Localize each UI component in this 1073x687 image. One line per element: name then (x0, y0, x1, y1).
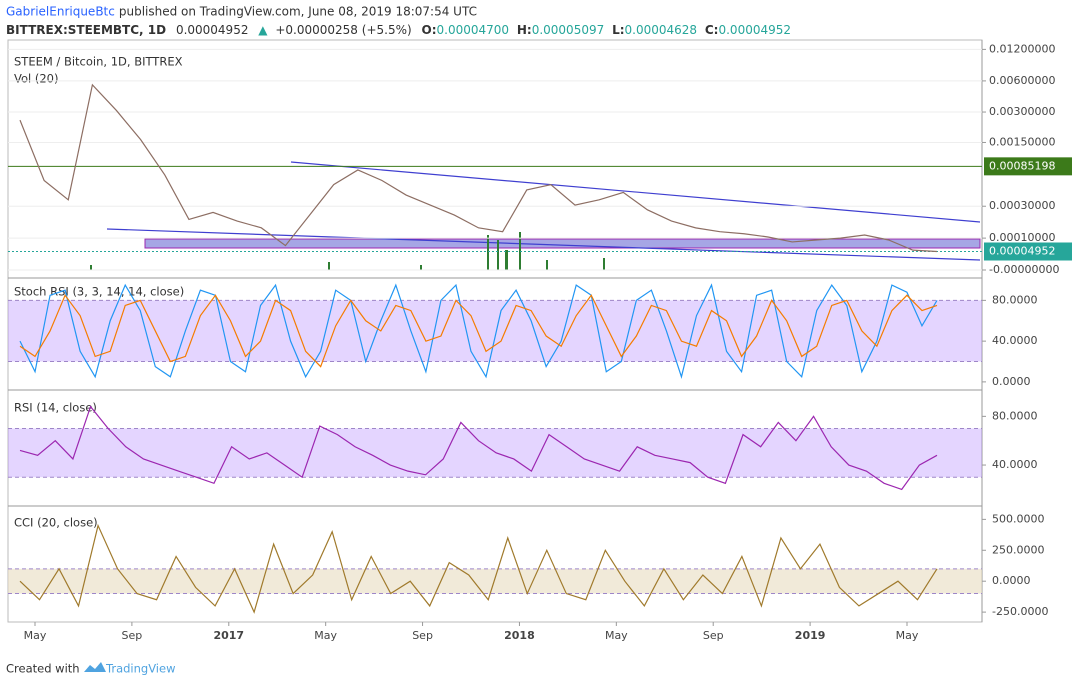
x-tick-label: 2017 (213, 629, 244, 642)
price-pane-title: STEEM / Bitcoin, 1D, BITTREX (14, 55, 183, 69)
y-tick-label: 40.0000 (992, 458, 1038, 471)
low-label: L: (612, 23, 624, 37)
trend-line (290, 161, 981, 223)
support-zone (144, 238, 981, 249)
y-tick-label: 250.0000 (992, 543, 1045, 556)
stoch-line (19, 283, 938, 379)
x-tick-label: 2019 (795, 629, 826, 642)
y-tick-label: 0.00010000 (989, 231, 1055, 244)
close: 0.00004952 (718, 23, 791, 37)
y-tick-label: -0.00000000 (989, 263, 1059, 276)
x-tick-label: 2018 (504, 629, 535, 642)
last: 0.00004952 (176, 23, 249, 37)
price-tag-label: 0.00085198 (989, 159, 1055, 172)
open: 0.00004700 (437, 23, 510, 37)
footer-brand[interactable]: TradingView (105, 662, 175, 676)
rsi-title: RSI (14, close) (14, 401, 97, 415)
cci-title: CCI (20, close) (14, 516, 98, 530)
price-tag-label: 0.00004952 (989, 244, 1055, 257)
band (8, 428, 982, 478)
y-tick-label: 0.00150000 (989, 135, 1055, 148)
y-tick-label: 0.0000 (992, 375, 1031, 388)
y-tick-label: 0.00600000 (989, 74, 1055, 87)
band (8, 300, 982, 362)
y-tick-label: 500.0000 (992, 512, 1045, 525)
band (8, 568, 982, 594)
y-tick-label: 0.00300000 (989, 105, 1055, 118)
x-tick-label: Sep (122, 629, 143, 642)
x-tick-label: Sep (703, 629, 724, 642)
price-tag (984, 157, 1072, 176)
y-tick-label: -250.0000 (992, 605, 1048, 618)
y-tick-label: 80.0000 (992, 293, 1038, 306)
x-tick-label: Sep (412, 629, 433, 642)
cci-line (19, 523, 938, 614)
change: +0.00000258 (+5.5%) (275, 23, 411, 37)
x-tick-label: May (24, 629, 47, 642)
author[interactable]: GabrielEnriqueBtc (6, 5, 115, 19)
low: 0.00004628 (625, 23, 698, 37)
rsi-line (19, 405, 938, 491)
price-tag (984, 242, 1072, 261)
stoch-title: Stoch RSI (3, 3, 14, 14, close) (14, 285, 184, 299)
high-label: H: (517, 23, 532, 37)
y-tick-label: 0.01200000 (989, 42, 1055, 55)
footer-text: Created with (6, 662, 80, 676)
y-tick-label: 0.0000 (992, 574, 1031, 587)
y-tick-label: 80.0000 (992, 409, 1038, 422)
x-tick-label: May (896, 629, 919, 642)
y-tick-label: 0.00030000 (989, 199, 1055, 212)
tv-logo (84, 662, 106, 672)
trend-line (106, 228, 981, 261)
x-tick-label: May (314, 629, 337, 642)
symbol: BITTREX:STEEMBTC, 1D (6, 23, 166, 37)
price-line-series (19, 83, 938, 253)
high: 0.00005097 (532, 23, 605, 37)
stoch-line (19, 294, 938, 368)
published: published on TradingView.com, June 08, 2… (119, 5, 477, 19)
volume-label: Vol (20) (14, 72, 58, 86)
open-label: O: (422, 23, 437, 37)
y-tick-label: 40.0000 (992, 334, 1038, 347)
arrow: ▲ (258, 23, 268, 37)
header-row: BITTREX:STEEMBTC, 1D 0.00004952 ▲ +0.000… (6, 23, 791, 37)
x-tick-label: May (605, 629, 628, 642)
close-label: C: (705, 23, 719, 37)
